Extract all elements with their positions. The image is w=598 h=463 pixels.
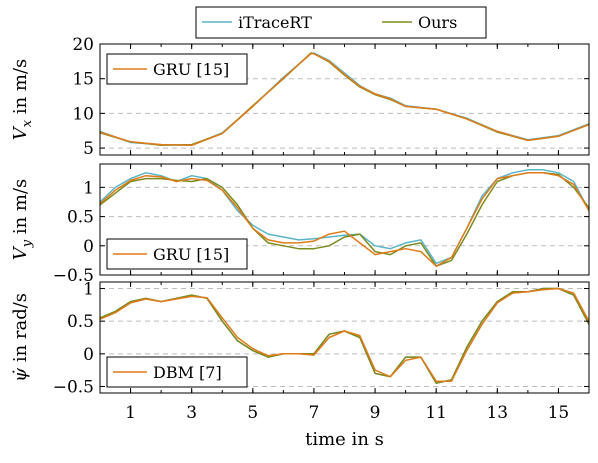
y-axis-label-var: V [10, 245, 31, 260]
inset-legend-label: GRU [15] [153, 245, 229, 264]
y-tick-label: 0 [83, 345, 94, 365]
x-tick-label: 13 [486, 403, 508, 423]
top-legend-label: Ours [418, 13, 457, 32]
y-axis-label: ψ̇ in rad/s [10, 293, 31, 382]
x-tick-label: 1 [125, 403, 136, 423]
series-line-gru-15 [99, 52, 590, 147]
x-tick-label: 3 [186, 403, 197, 423]
y-axis-label-unit: in m/s [10, 179, 31, 240]
y-axis-label-var: V [10, 125, 31, 140]
y-tick-label: 5 [83, 139, 94, 159]
inset-legend: DBM [7] [106, 356, 248, 388]
subplot-2: −0.5 0 0.5 1 Vy in m/s GRU [15] [10, 163, 590, 286]
top-legend-label: iTraceRT [238, 13, 312, 32]
series-line-dbm-7 [99, 287, 590, 382]
top-legend-box [195, 6, 487, 39]
inset-legend-label: DBM [7] [153, 363, 222, 382]
y-tick-label: 1 [83, 280, 94, 300]
x-axis-label: time in s [305, 429, 384, 450]
y-tick-label: 15 [72, 70, 94, 90]
subplot-1: 5 10 15 20 Vx in m/s GRU [15] [10, 35, 590, 159]
series-line-itracert [99, 169, 590, 265]
inset-legend: GRU [15] [106, 53, 248, 85]
x-tick-label: 5 [247, 403, 258, 423]
y-tick-label: 0 [83, 237, 94, 257]
y-tick-label: 0.5 [67, 208, 94, 228]
y-tick-label: 10 [72, 104, 94, 124]
subplot-3: −0.5 0 0.5 1 ψ̇ in rad/s DBM [7] [10, 280, 590, 397]
y-axis-label-sub: x [20, 119, 35, 127]
y-tick-label: 1 [83, 178, 94, 198]
x-tick-label: 11 [425, 403, 447, 423]
inset-legend-label: GRU [15] [153, 60, 229, 79]
y-axis-label-unit: in rad/s [10, 293, 31, 368]
x-tick-label: 7 [309, 403, 320, 423]
x-tick-label: 9 [370, 403, 381, 423]
inset-legend: GRU [15] [106, 238, 248, 270]
y-axis-label: Vy in m/s [10, 179, 35, 261]
y-axis-label-unit: in m/s [10, 59, 31, 120]
y-axis-label-var: ψ̇ [10, 367, 31, 382]
y-tick-label: −0.5 [53, 377, 94, 397]
y-tick-label: −0.5 [53, 266, 94, 286]
y-axis-label: Vx in m/s [10, 59, 35, 141]
top-legend: iTraceRT Ours [195, 6, 487, 39]
y-tick-label: 20 [72, 35, 94, 55]
series-line-gru-15 [99, 172, 590, 267]
y-tick-label: 0.5 [67, 312, 94, 332]
x-tick-label: 15 [548, 403, 570, 423]
y-axis-label-sub: y [20, 239, 35, 248]
